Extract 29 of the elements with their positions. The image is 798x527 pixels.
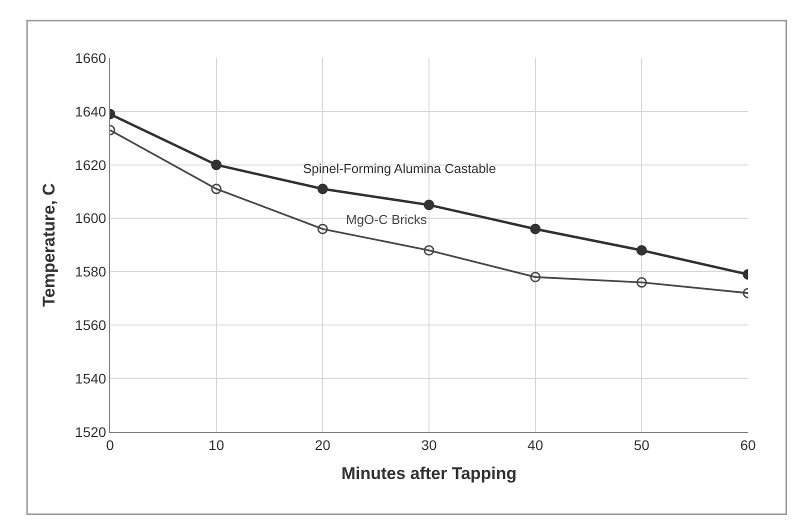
x-axis-title: Minutes after Tapping xyxy=(341,464,517,484)
y-tick-label: 1540 xyxy=(75,370,106,386)
y-tick-label: 1580 xyxy=(75,264,106,280)
x-tick-label: 50 xyxy=(634,436,650,453)
point xyxy=(636,245,647,256)
x-tick-label: 40 xyxy=(528,436,544,453)
point xyxy=(530,272,541,282)
point xyxy=(317,184,328,194)
y-tick-label: 1520 xyxy=(75,424,106,440)
point xyxy=(636,277,647,288)
y-tick-label: 1600 xyxy=(75,210,106,226)
series-label: MgO-C Bricks xyxy=(346,212,428,227)
y-axis-title: Temperature, C xyxy=(40,183,59,307)
x-tick-label: 60 xyxy=(740,436,756,453)
point xyxy=(424,245,434,256)
point xyxy=(530,224,541,234)
y-tick-label: 1660 xyxy=(75,50,106,66)
point xyxy=(424,200,434,210)
x-tick-label: 10 xyxy=(208,436,224,453)
x-tick-label: 20 xyxy=(314,436,331,453)
series-label: Spinel-Forming Alumina Castable xyxy=(303,161,496,176)
point xyxy=(211,160,222,170)
x-tick-label: 30 xyxy=(421,436,437,453)
point xyxy=(317,224,328,234)
x-tick-label: 0 xyxy=(106,436,114,453)
y-tick-label: 1560 xyxy=(75,317,106,334)
y-tick-label: 1640 xyxy=(75,103,106,120)
point xyxy=(211,184,222,194)
y-tick-label: 1620 xyxy=(75,156,106,173)
